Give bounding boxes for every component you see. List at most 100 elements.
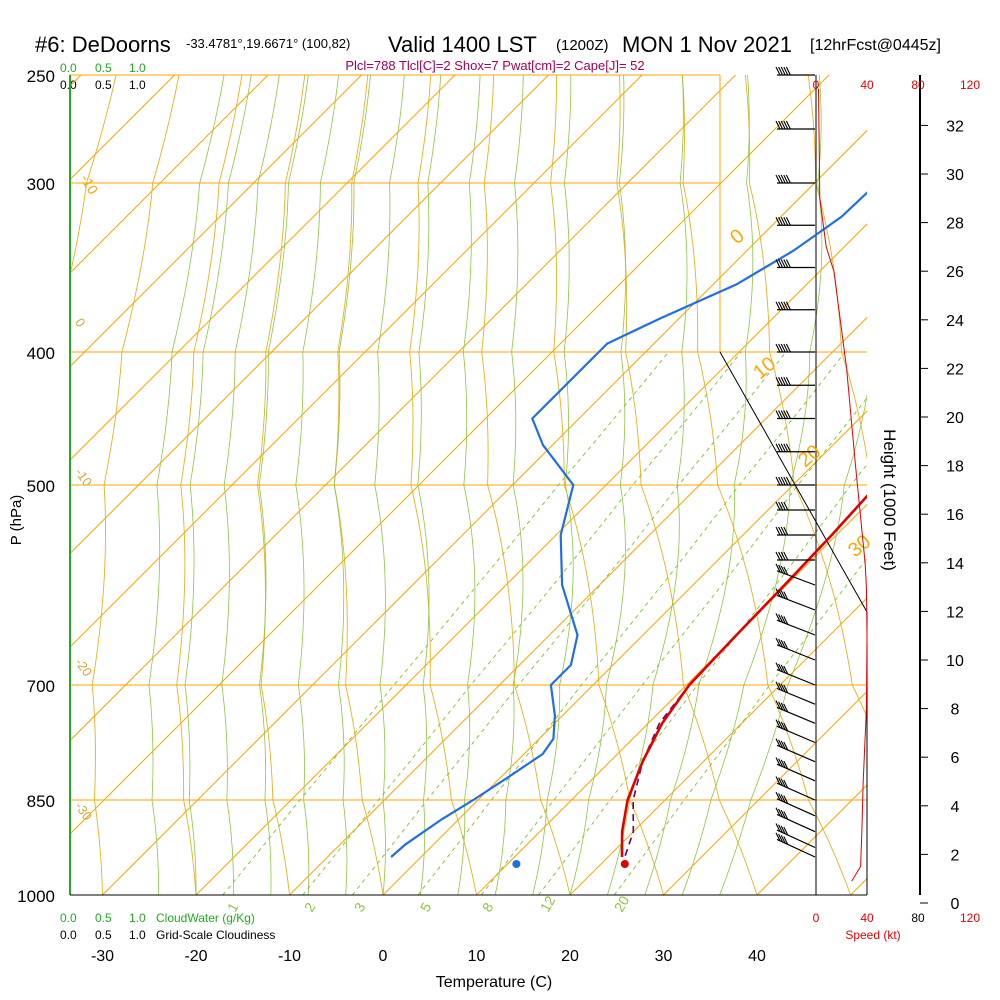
wind-barb-flag [783,217,789,226]
temperature-tick-label: 0 [379,948,388,965]
wind-barb-flag [778,551,784,561]
wind-barb-flag [780,809,786,819]
wind-barb-flag [783,66,789,76]
height-tick-label: 28 [946,216,964,233]
wind-barb-flag [783,779,789,789]
wind-barb-flag [778,343,784,353]
wind-barb-flag [778,526,784,536]
wind-barb-flag [780,526,786,536]
moist-adiabat-line [494,75,524,895]
wind-barb-flag [785,476,791,486]
wind-barb [776,838,816,858]
wind-barb-flag [780,410,786,419]
cloudwater-label: CloudWater (g/Kg) [156,911,255,925]
x-axis-label: Temperature (C) [436,974,552,991]
wind-barb-flag [775,259,781,268]
wind-barb-flag [783,616,789,625]
wind-barb-flag [783,795,789,804]
moist-adiabat-line [569,75,626,895]
dry-adiabat-line [616,75,758,895]
dry-adiabat-label: 0 [72,315,88,330]
isotherm-line [569,597,867,895]
wind-barb [776,619,816,636]
dry-adiabat-line [481,75,571,895]
height-tick-label: 2 [951,847,960,864]
speed-tick-label: 0 [813,911,820,925]
wind-barb-flag [783,722,789,732]
isotherm-label: 30 [844,531,875,562]
pressure-tick-label: 400 [27,344,55,363]
wind-barb-flag [775,832,781,842]
wind-barb-flag [783,501,789,511]
height-tick-label: 30 [946,167,964,184]
moist-adiabats [148,75,867,895]
wind-barb-flag [783,551,789,561]
wind-barb-flag [785,217,791,226]
wind-barb-flag [780,702,786,712]
temperature-tick-label: 10 [468,948,486,965]
wind-barb-flag [783,640,789,650]
cloud-scale-tick: 0.0 [60,911,77,925]
wind-barb-flag [785,377,791,386]
wind-speed-profile [818,88,868,882]
wind-barb-flag [775,791,781,801]
cloud-scale-tick: 1.0 [129,911,146,925]
wind-barb-flag [780,639,786,649]
wind-barb-flag [780,590,786,599]
wind-barb-flag [778,720,784,729]
wind-barb-flag [780,66,786,76]
mixing-ratio-line [222,351,669,895]
moist-adiabat-line [333,75,371,895]
plot-frame [69,75,921,896]
wind-barb-flag [775,637,781,647]
wind-barb-flag [775,66,781,76]
surface-temperature-dot [620,860,629,868]
isotherm-label: 10 [749,353,780,384]
wind-barb-flag [785,259,791,268]
mixing-ratio-lines [222,351,867,895]
moist-adiabat-line [457,75,481,895]
wind-barb-flag [783,665,789,675]
wind-barb-flag [783,377,789,386]
cloud-scale-tick: 0.0 [60,928,77,942]
pressure-tick-label: 300 [27,175,55,194]
wind-barb-flag [780,377,786,386]
moist-adiabat-line [221,75,280,895]
mixing-ratio-line [351,351,787,895]
wind-barb-flag [778,739,784,748]
height-tick-label: 10 [946,653,964,670]
parcel-line [624,684,690,858]
pressure-tick-label: 500 [27,477,55,496]
wind-barb-flag [780,835,786,844]
height-tick-label: 14 [946,556,964,573]
wind-barb-flag [785,343,791,353]
wind-barb-flag [775,700,781,709]
cloud-scale-tick: 1.0 [129,928,146,942]
wind-barb-flag [783,259,789,268]
height-tick-label: 8 [951,702,960,719]
dry-adiabat-label: -10 [72,465,95,489]
wind-barb-flag [783,811,789,820]
wind-barb-flag [783,526,789,536]
temperature-tick-label: 40 [748,948,766,965]
isotherm-line [70,75,549,555]
wind-barb-flag [780,301,786,310]
wind-barb [776,725,816,744]
mixing-ratio-line [538,463,867,895]
pressure-axis: 250 300 400 500 700 850 1000 [17,67,55,906]
speed-tick-label: 120 [960,78,980,92]
wind-barb-flag [778,443,784,452]
wind-barb [776,594,816,611]
wind-barb-flag [785,410,791,419]
wind-barb-flag [775,588,781,597]
wind-barb-flag [778,259,784,268]
wind-barb-flag [778,564,784,574]
station-coords: -33.4781°,19.6671° (100,82) [186,36,350,51]
height-tick-label: 20 [946,410,964,427]
wind-barb-flag [778,682,784,692]
wind-barb-flag [778,758,784,767]
cloud-scale-tick: 0.5 [95,911,112,925]
wind-barb-flag [778,808,784,818]
dry-adiabat-label: -20 [72,655,95,679]
dry-adiabat-line [934,75,1000,895]
